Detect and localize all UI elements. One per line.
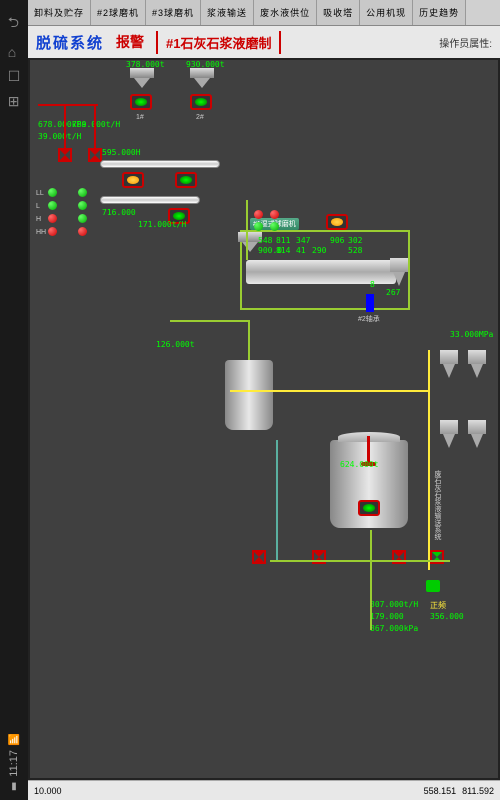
battery-icon: ▮ [11,781,17,792]
alarm-label[interactable]: 报警 [116,32,144,52]
lbl-ll: LL [36,190,44,197]
cyclone-3 [440,420,458,434]
stat-b: 558.151 [424,786,457,796]
tab-6[interactable]: 公用机现 [360,0,413,25]
wifi-icon: 📶 [8,735,20,746]
valve-3[interactable] [252,550,266,564]
stat-a: 10.000 [34,786,62,796]
v-fw: 正频 [430,600,446,611]
v-f5: 930.000t [186,60,225,69]
lbl-hh: HH [36,229,46,236]
cyclone-4 [468,420,486,434]
title-bar: 脱硫系统 报警 #1石灰石浆液磨制 操作员属性: [28,26,500,58]
tab-bar: 卸料及贮存 #2球磨机 #3球磨机 浆液输送 废水液供位 吸收塔 公用机现 历史… [28,0,500,26]
scada-canvas: 678.000kPa 39.000t/H 789.000t/H LL L H H… [28,58,500,780]
ind-2 [48,201,57,210]
lbl-1: 1# [136,114,144,121]
ind-5 [78,188,87,197]
v-f12: 179.000 [370,612,404,621]
clock: 11:17 [8,750,20,777]
pump-1[interactable] [426,580,440,592]
android-nav: ⮌ ⌂ ☐ ⊞ 📶 11:17 ▮ [0,0,28,800]
v-f7: 716.000 [102,208,136,217]
m6: 41 [296,246,306,255]
bearing-mark [366,294,374,312]
valve-2[interactable] [88,148,102,162]
dot-c [254,222,263,231]
m8: 906 [330,236,344,245]
lbl-conv: 废石灰石浆液输送系统 [432,470,442,540]
v-f2: 789.000t/H [72,120,120,129]
v-f15: 356.000 [430,612,464,621]
motor-tank[interactable] [358,500,380,516]
operator-prop[interactable]: 操作员属性: [439,35,492,50]
back-icon[interactable]: ⮌ [4,8,25,40]
m10: 528 [348,246,362,255]
tab-1[interactable]: #2球磨机 [91,0,146,25]
m5: 347 [296,236,310,245]
tank-small [225,360,273,430]
valve-1[interactable] [58,148,72,162]
tab-3[interactable]: 浆液输送 [201,0,254,25]
silo-2 [190,68,214,88]
m9: 302 [348,236,362,245]
m3: 811 [276,236,290,245]
m12: 8 [370,280,375,289]
v-f14: 33.000MPa [450,330,493,339]
motor-silo2[interactable] [190,94,212,110]
motor-mill[interactable] [326,214,348,230]
ind-8 [78,227,87,236]
v-f6: 595.000H [102,148,141,157]
cyclone-2 [468,350,486,364]
tab-7[interactable]: 历史趋势 [413,0,466,25]
conveyor-1 [100,160,220,168]
stat-c: 811.592 [462,786,494,796]
tab-5[interactable]: 吸收塔 [317,0,360,25]
mill-out [390,258,408,272]
ind-6 [78,201,87,210]
cyclone-1 [440,350,458,364]
m1: 548 [258,236,272,245]
v-f9: 171.000t/H [138,220,186,229]
conveyor-2 [100,196,200,204]
lbl-l: L [36,203,40,210]
ind-4 [48,227,57,236]
dot-d [270,222,279,231]
v-f10: 624.000t [340,460,379,469]
ind-1 [48,188,57,197]
m11: 267 [386,288,400,297]
v-f13: 867.000kPa [370,624,418,633]
v-f8: 126.000t [156,340,195,349]
tab-4[interactable]: 废水液供位 [254,0,317,25]
home-icon[interactable]: ⌂ [4,40,25,64]
v-f11: 307.000t/H [370,600,418,609]
tab-0[interactable]: 卸料及贮存 [28,0,91,25]
dot-a [254,210,263,219]
motor-conv1[interactable] [122,172,144,188]
tab-2[interactable]: #3球磨机 [146,0,201,25]
lbl-h: H [36,216,41,223]
m4: 814 [276,246,290,255]
silo-1 [130,68,154,88]
dot-b [270,210,279,219]
m7: 290 [312,246,326,255]
recent-icon[interactable]: ☐ [4,64,25,89]
motor-conv2[interactable] [175,172,197,188]
lbl-bear: #2轴承 [358,314,380,324]
system-title: 脱硫系统 [36,32,104,53]
motor-silo1[interactable] [130,94,152,110]
apps-icon[interactable]: ⊞ [4,89,25,114]
ind-3 [48,214,57,223]
v-f4: 378.000t [126,60,165,69]
screen-title: #1石灰石浆液磨制 [156,31,281,54]
status-bar: 10.000 558.151 811.592 [28,780,500,800]
ind-7 [78,214,87,223]
v-f3: 39.000t/H [38,132,81,141]
lbl-2: 2# [196,114,204,121]
